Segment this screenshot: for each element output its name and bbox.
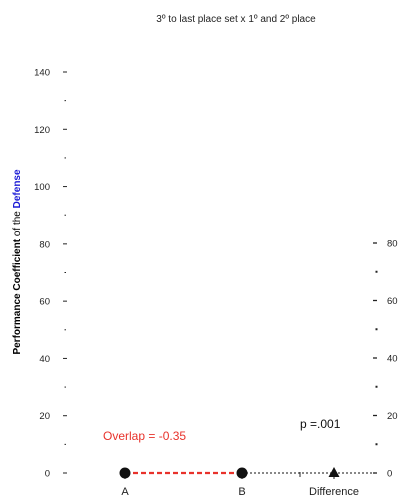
left-tick-label: 80 bbox=[39, 239, 50, 250]
p-value-annotation: p =.001 bbox=[300, 417, 341, 431]
right-tick-label: 40 bbox=[387, 354, 398, 365]
left-tick-label: 20 bbox=[39, 411, 50, 422]
right-tick-label: 60 bbox=[387, 296, 398, 307]
y-axis-label-bold: Performance Coefficient bbox=[12, 238, 23, 354]
data-point-b bbox=[236, 467, 248, 479]
y-axis-label-accent: Defense bbox=[12, 169, 23, 208]
right-axis: 0 20 40 60 80 bbox=[373, 239, 398, 480]
series-layer bbox=[119, 467, 375, 479]
left-tick-label: 40 bbox=[39, 354, 50, 365]
left-axis: 0 20 40 60 80 100 120 140 bbox=[34, 68, 67, 480]
overlap-annotation: Overlap = -0.35 bbox=[103, 429, 186, 443]
right-tick-label: 20 bbox=[387, 411, 398, 422]
right-tick-label: 80 bbox=[387, 239, 398, 250]
x-category-label: B bbox=[238, 486, 245, 498]
right-tick-label: 0 bbox=[387, 469, 392, 480]
x-category-label: Difference bbox=[309, 486, 359, 498]
left-tick-label: 60 bbox=[39, 297, 50, 308]
left-tick-label: 120 bbox=[34, 125, 50, 136]
left-tick-label: 0 bbox=[45, 469, 50, 480]
chart-title: 3º to last place set x 1º and 2º place bbox=[156, 14, 316, 25]
y-axis-label: Performance Coefficient of the Defense bbox=[12, 169, 23, 355]
left-tick-label: 100 bbox=[34, 182, 50, 193]
x-category-label: A bbox=[121, 486, 129, 498]
left-tick-label: 140 bbox=[34, 68, 50, 79]
y-axis-label-plain: of the bbox=[12, 211, 23, 236]
data-point-difference bbox=[328, 467, 340, 477]
data-point-a bbox=[119, 467, 131, 479]
